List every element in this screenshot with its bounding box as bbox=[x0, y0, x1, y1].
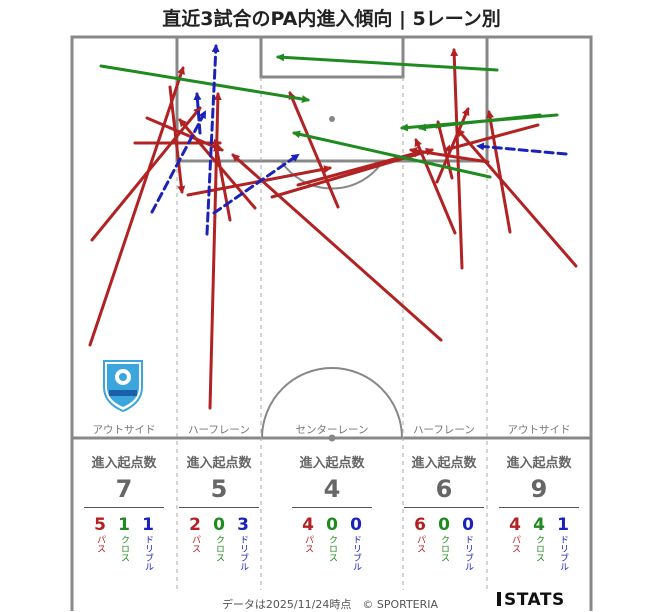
entry-arrows bbox=[88, 44, 578, 410]
cross-count: 4 bbox=[533, 515, 545, 535]
cross-arrow bbox=[418, 113, 542, 132]
count-divider bbox=[404, 507, 484, 508]
pass-label: パス bbox=[510, 535, 520, 553]
cross-count: 0 bbox=[213, 515, 225, 535]
pass-count: 4 bbox=[509, 515, 521, 535]
dribble-label: ドリブル bbox=[463, 535, 473, 571]
pass-count: 5 bbox=[94, 515, 106, 535]
pass-arrow bbox=[414, 138, 457, 235]
count-heading: 進入起点数 bbox=[299, 456, 365, 471]
lane-label-halflane-left: ハーフレーン bbox=[188, 424, 250, 436]
pass-label: パス bbox=[190, 535, 200, 553]
stats-logo-icon bbox=[497, 592, 501, 606]
lane-count-outside-right: 進入起点数 9 bbox=[491, 452, 587, 508]
lane-label-halflane-right: ハーフレーン bbox=[413, 424, 475, 436]
count-divider bbox=[499, 507, 579, 508]
chart-title: 直近3試合のPA内進入傾向 | 5レーン別 bbox=[162, 8, 501, 30]
count-heading: 進入起点数 bbox=[91, 456, 157, 471]
cross-count: 1 bbox=[118, 515, 130, 535]
lane-count-halflane-right: 進入起点数 6 bbox=[396, 452, 492, 508]
goal-area bbox=[259, 35, 405, 79]
lane-label-outside-left: アウトサイド bbox=[92, 424, 156, 436]
cross-label: クロス bbox=[119, 535, 129, 562]
pass-arrow bbox=[213, 143, 232, 222]
dribble-arrow bbox=[150, 110, 207, 214]
lane-label-outside-right: アウトサイド bbox=[507, 424, 571, 436]
lane-breakdown-outside-left: 5 パス 1 クロス 1 ドリブル bbox=[76, 515, 172, 571]
cross-arrow bbox=[292, 130, 492, 179]
count-heading: 進入起点数 bbox=[411, 456, 477, 471]
dribble-label: ドリブル bbox=[558, 535, 568, 571]
pass-arrow bbox=[409, 146, 490, 164]
lane-breakdown-halflane-right: 6 パス 0 クロス 0 ドリブル bbox=[396, 515, 492, 571]
stats-logo-text: STATS bbox=[504, 590, 565, 610]
dribble-arrow bbox=[205, 44, 220, 236]
pass-arrow bbox=[145, 116, 224, 152]
lane-breakdown-outside-right: 4 パス 4 クロス 1 ドリブル bbox=[491, 515, 587, 571]
cross-label: クロス bbox=[214, 535, 224, 562]
pass-arrow bbox=[90, 106, 202, 242]
dribble-count: 3 bbox=[237, 515, 249, 535]
pass-count: 2 bbox=[189, 515, 201, 535]
count-total: 6 bbox=[435, 475, 453, 503]
pass-arrow bbox=[88, 66, 185, 347]
stats-logo: STATS bbox=[497, 590, 565, 610]
dribble-label: ドリブル bbox=[351, 535, 361, 571]
pass-arrow bbox=[456, 128, 578, 268]
count-total: 4 bbox=[323, 475, 341, 503]
club-logo bbox=[103, 360, 143, 413]
dribble-arrow bbox=[193, 92, 202, 135]
lane-breakdown-halflane-left: 2 パス 0 クロス 3 ドリブル bbox=[171, 515, 267, 571]
dribble-arrow bbox=[476, 142, 568, 156]
dribble-arrow bbox=[212, 153, 300, 215]
pass-arrow bbox=[231, 153, 443, 342]
cross-label: クロス bbox=[439, 535, 449, 562]
lane-count-outside-left: 進入起点数 7 bbox=[76, 452, 172, 508]
dribble-count: 1 bbox=[142, 515, 154, 535]
pass-arrow bbox=[443, 123, 540, 153]
center-circle bbox=[261, 367, 403, 439]
cross-label: クロス bbox=[534, 535, 544, 562]
count-divider bbox=[179, 507, 259, 508]
count-total: 9 bbox=[530, 475, 548, 503]
count-total: 7 bbox=[115, 475, 133, 503]
pass-arrow bbox=[486, 110, 512, 234]
lane-count-halflane-left: 進入起点数 5 bbox=[171, 452, 267, 508]
lane-count-center: 進入起点数 4 bbox=[284, 452, 380, 508]
dribble-count: 1 bbox=[557, 515, 569, 535]
dribble-count: 0 bbox=[462, 515, 474, 535]
lane-label-center: センターレーン bbox=[295, 424, 369, 436]
count-divider bbox=[292, 507, 372, 508]
pass-arrow bbox=[450, 48, 464, 270]
cross-arrow bbox=[99, 64, 310, 103]
penalty-arc bbox=[280, 160, 384, 190]
pass-count: 4 bbox=[302, 515, 314, 535]
pass-count: 6 bbox=[414, 515, 426, 535]
cross-count: 0 bbox=[438, 515, 450, 535]
penalty-spot bbox=[329, 116, 335, 122]
dribble-label: ドリブル bbox=[238, 535, 248, 571]
count-divider bbox=[84, 507, 164, 508]
count-heading: 進入起点数 bbox=[186, 456, 252, 471]
pass-arrow bbox=[435, 107, 470, 184]
cross-arrow bbox=[276, 53, 499, 72]
pass-arrow bbox=[288, 91, 340, 209]
pass-label: パス bbox=[303, 535, 313, 553]
pass-arrow bbox=[168, 85, 186, 194]
count-heading: 進入起点数 bbox=[506, 456, 572, 471]
count-total: 5 bbox=[210, 475, 228, 503]
center-spot bbox=[328, 434, 336, 442]
cross-label: クロス bbox=[327, 535, 337, 562]
lane-breakdown-center: 4 パス 0 クロス 0 ドリブル bbox=[284, 515, 380, 571]
dribble-label: ドリブル bbox=[143, 535, 153, 571]
dribble-count: 0 bbox=[350, 515, 362, 535]
cross-count: 0 bbox=[326, 515, 338, 535]
footer-credit: データは2025/11/24時点 © SPORTERIA bbox=[221, 598, 439, 611]
pass-label: パス bbox=[95, 535, 105, 553]
pass-label: パス bbox=[415, 535, 425, 553]
